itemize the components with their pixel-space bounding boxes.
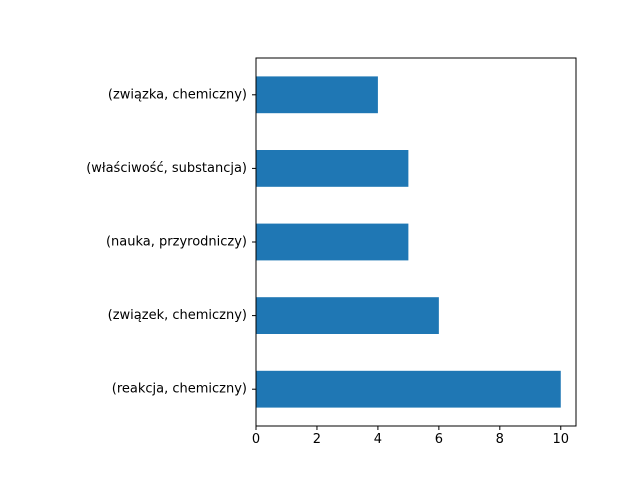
x-axis-ticks: 0 2 4 6 8 10 bbox=[252, 426, 569, 447]
y-axis-ticks: (reakcja, chemiczny) (związek, chemiczny)… bbox=[86, 87, 256, 397]
x-tick-label: 6 bbox=[435, 432, 443, 447]
x-tick-label: 4 bbox=[374, 432, 382, 447]
x-tick-label: 10 bbox=[552, 432, 569, 447]
y-tick-label: (reakcja, chemiczny) bbox=[112, 382, 247, 397]
y-tick-label: (związek, chemiczny) bbox=[108, 308, 247, 323]
y-tick-label: (nauka, przyrodniczy) bbox=[106, 235, 247, 250]
y-tick-label: (właściwość, substancja) bbox=[86, 161, 247, 176]
x-tick-label: 2 bbox=[313, 432, 321, 447]
bar bbox=[256, 297, 439, 334]
bars-group bbox=[256, 76, 561, 408]
bar bbox=[256, 370, 561, 408]
x-tick-label: 8 bbox=[496, 432, 504, 447]
plot-frame bbox=[255, 57, 577, 427]
y-tick-label: (związka, chemiczny) bbox=[108, 87, 247, 102]
x-tick-label: 0 bbox=[252, 432, 260, 447]
bar bbox=[256, 150, 409, 187]
bar bbox=[256, 76, 378, 114]
bar bbox=[256, 223, 409, 261]
